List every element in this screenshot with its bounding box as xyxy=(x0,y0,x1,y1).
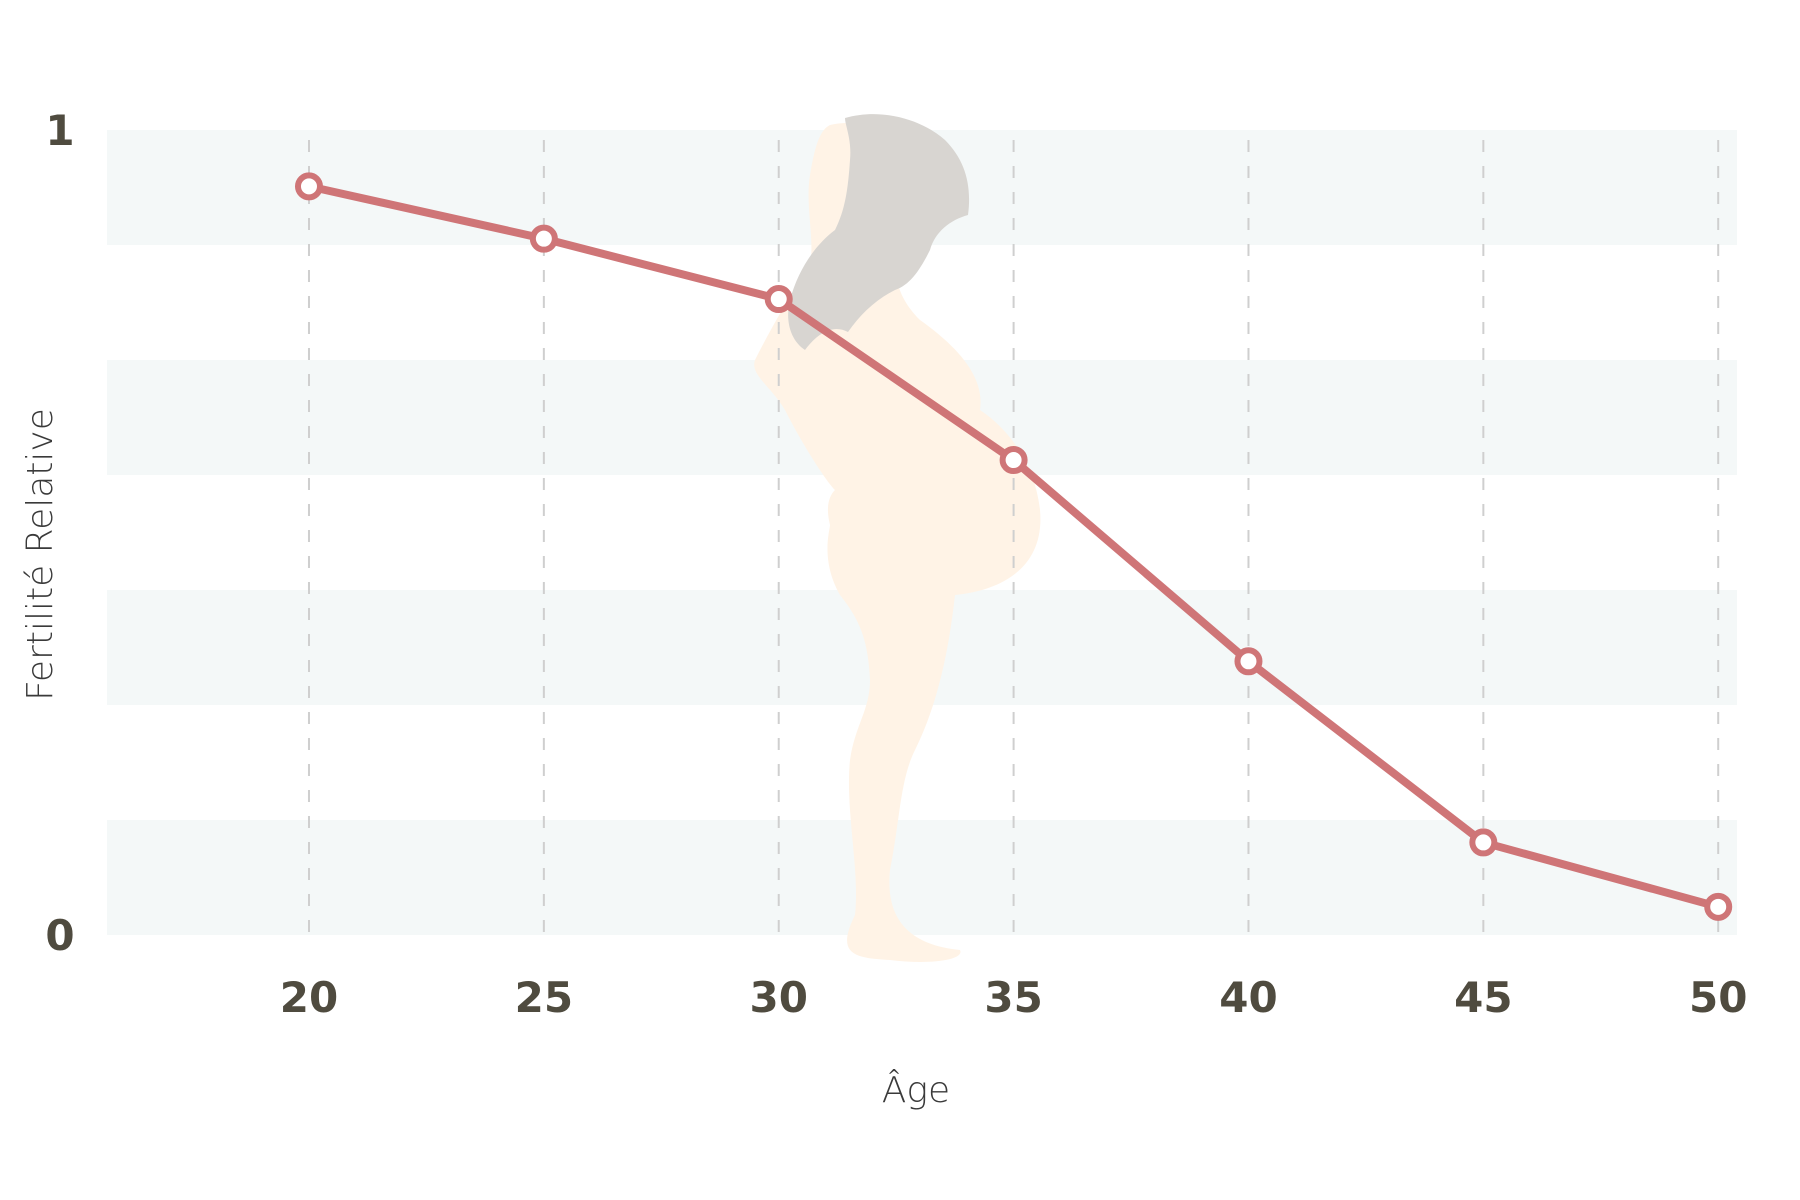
data-point xyxy=(1704,892,1733,921)
data-point xyxy=(764,285,793,314)
x-tick-label: 30 xyxy=(750,973,808,1022)
x-axis-title: Âge xyxy=(882,1069,950,1111)
y-axis-title: Fertilité Relative xyxy=(20,408,61,701)
data-point xyxy=(529,224,558,253)
y-tick-label: 1 xyxy=(45,106,74,155)
x-tick-label: 20 xyxy=(280,973,338,1022)
background-band xyxy=(107,820,1737,935)
data-point xyxy=(1234,647,1263,676)
y-axis-ticks: 01 xyxy=(45,106,74,960)
data-point xyxy=(294,172,323,201)
x-tick-label: 45 xyxy=(1454,973,1512,1022)
x-axis-ticks: 20 25 30 35 40 45 50 xyxy=(280,973,1748,1022)
data-point xyxy=(1469,828,1498,857)
vertical-gridlines xyxy=(307,140,1720,935)
x-tick-label: 25 xyxy=(515,973,573,1022)
y-tick-label: 0 xyxy=(45,911,74,960)
x-tick-label: 50 xyxy=(1689,973,1747,1022)
x-tick-label: 35 xyxy=(984,973,1042,1022)
x-tick-label: 40 xyxy=(1219,973,1277,1022)
data-points xyxy=(294,172,1733,921)
data-point xyxy=(999,446,1028,475)
